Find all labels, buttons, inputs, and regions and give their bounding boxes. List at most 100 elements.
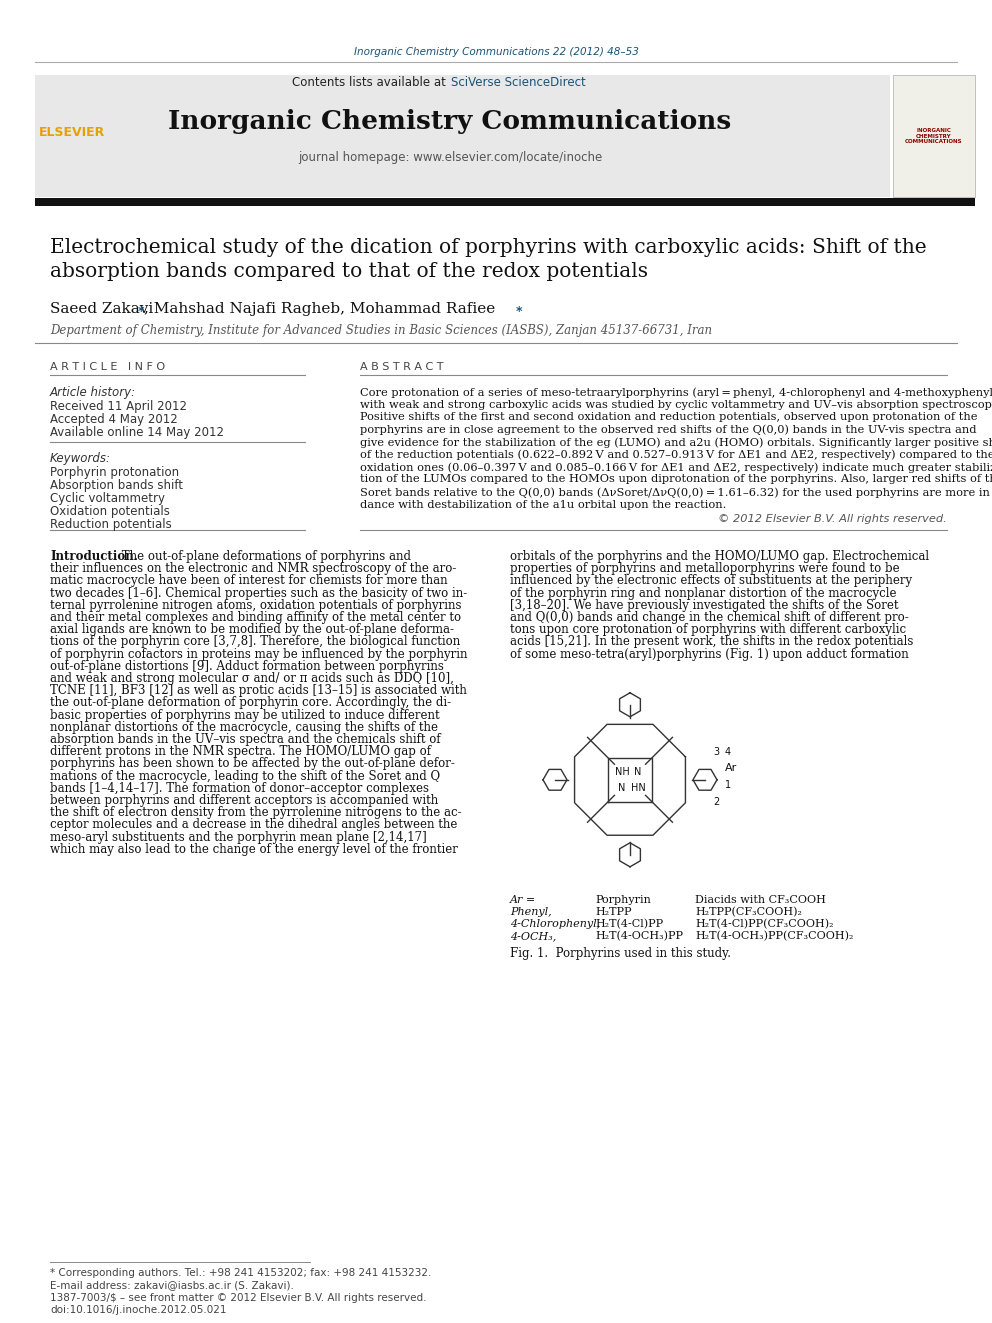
Text: the out-of-plane deformation of porphyrin core. Accordingly, the di-: the out-of-plane deformation of porphyri… (50, 696, 451, 709)
Text: porphyrins are in close agreement to the observed red shifts of the Q(0,0) bands: porphyrins are in close agreement to the… (360, 425, 976, 435)
Text: *: * (516, 306, 523, 318)
Text: ternal pyrrolenine nitrogen atoms, oxidation potentials of porphyrins: ternal pyrrolenine nitrogen atoms, oxida… (50, 599, 461, 611)
Text: Porphyrin: Porphyrin (595, 894, 651, 905)
Text: Received 11 April 2012: Received 11 April 2012 (50, 400, 187, 413)
Text: nonplanar distortions of the macrocycle, causing the shifts of the: nonplanar distortions of the macrocycle,… (50, 721, 438, 734)
Text: Available online 14 May 2012: Available online 14 May 2012 (50, 426, 224, 439)
Text: Reduction potentials: Reduction potentials (50, 519, 172, 531)
Text: Ar =: Ar = (510, 894, 537, 905)
Text: N: N (634, 767, 642, 777)
Text: tons upon core protonation of porphyrins with different carboxylic: tons upon core protonation of porphyrins… (510, 623, 906, 636)
Text: porphyrins has been shown to be affected by the out-of-plane defor-: porphyrins has been shown to be affected… (50, 757, 455, 770)
Text: Oxidation potentials: Oxidation potentials (50, 505, 170, 519)
Text: matic macrocycle have been of interest for chemists for more than: matic macrocycle have been of interest f… (50, 574, 447, 587)
Text: ELSEVIER: ELSEVIER (39, 127, 105, 139)
Text: ceptor molecules and a decrease in the dihedral angles between the: ceptor molecules and a decrease in the d… (50, 819, 457, 831)
Text: give evidence for the stabilization of the eg (LUMO) and a2u (HOMO) orbitals. Si: give evidence for the stabilization of t… (360, 437, 992, 447)
Text: meso-aryl substituents and the porphyrin mean plane [2,14,17]: meso-aryl substituents and the porphyrin… (50, 831, 427, 844)
Text: Department of Chemistry, Institute for Advanced Studies in Basic Sciences (IASBS: Department of Chemistry, Institute for A… (50, 324, 712, 337)
Text: out-of-plane distortions [9]. Adduct formation between porphyrins: out-of-plane distortions [9]. Adduct for… (50, 660, 443, 673)
Text: Fig. 1.  Porphyrins used in this study.: Fig. 1. Porphyrins used in this study. (510, 947, 731, 959)
Text: 4-Chlorophenyl,: 4-Chlorophenyl, (510, 918, 600, 929)
Text: the shift of electron density from the pyrrolenine nitrogens to the ac-: the shift of electron density from the p… (50, 806, 461, 819)
Text: H₂TPP: H₂TPP (595, 906, 632, 917)
Text: , Mahshad Najafi Ragheb, Mohammad Rafiee: , Mahshad Najafi Ragheb, Mohammad Rafiee (144, 302, 500, 316)
Text: journal homepage: www.elsevier.com/locate/inoche: journal homepage: www.elsevier.com/locat… (298, 152, 602, 164)
Text: which may also lead to the change of the energy level of the frontier: which may also lead to the change of the… (50, 843, 458, 856)
Text: H₂T(4-Cl)PP(CF₃COOH)₂: H₂T(4-Cl)PP(CF₃COOH)₂ (695, 918, 833, 929)
Text: of some meso-tetra(aryl)porphyrins (Fig. 1) upon adduct formation: of some meso-tetra(aryl)porphyrins (Fig.… (510, 647, 909, 660)
Text: * Corresponding authors. Tel.: +98 241 4153202; fax: +98 241 4153232.: * Corresponding authors. Tel.: +98 241 4… (50, 1267, 432, 1278)
Text: and Q(0,0) bands and change in the chemical shift of different pro-: and Q(0,0) bands and change in the chemi… (510, 611, 909, 624)
Text: INORGANIC
CHEMISTRY
COMMUNICATIONS: INORGANIC CHEMISTRY COMMUNICATIONS (905, 128, 963, 144)
Text: 1387-7003/$ – see front matter © 2012 Elsevier B.V. All rights reserved.: 1387-7003/$ – see front matter © 2012 El… (50, 1293, 427, 1303)
Text: axial ligands are known to be modified by the out-of-plane deforma-: axial ligands are known to be modified b… (50, 623, 454, 636)
Text: Keywords:: Keywords: (50, 452, 111, 464)
Text: *: * (138, 306, 145, 318)
Text: Electrochemical study of the dication of porphyrins with carboxylic acids: Shift: Electrochemical study of the dication of… (50, 238, 927, 257)
Text: Absorption bands shift: Absorption bands shift (50, 479, 183, 492)
Text: of the porphyrin ring and nonplanar distortion of the macrocycle: of the porphyrin ring and nonplanar dist… (510, 586, 897, 599)
Text: of porphyrin cofactors in proteins may be influenced by the porphyrin: of porphyrin cofactors in proteins may b… (50, 647, 467, 660)
Text: absorption bands in the UV–vis spectra and the chemicals shift of: absorption bands in the UV–vis spectra a… (50, 733, 440, 746)
Text: 4: 4 (725, 746, 731, 757)
Text: tion of the LUMOs compared to the HOMOs upon diprotonation of the porphyrins. Al: tion of the LUMOs compared to the HOMOs … (360, 475, 992, 484)
Text: Phenyl,: Phenyl, (510, 906, 552, 917)
Text: H₂TPP(CF₃COOH)₂: H₂TPP(CF₃COOH)₂ (695, 906, 802, 917)
Text: TCNE [11], BF3 [12] as well as protic acids [13–15] is associated with: TCNE [11], BF3 [12] as well as protic ac… (50, 684, 467, 697)
Text: E-mail address: zakavi@iasbs.ac.ir (S. Zakavi).: E-mail address: zakavi@iasbs.ac.ir (S. Z… (50, 1279, 294, 1290)
Text: Article history:: Article history: (50, 386, 136, 400)
Text: H₂T(4-OCH₃)PP: H₂T(4-OCH₃)PP (595, 931, 683, 941)
Text: 4-OCH₃,: 4-OCH₃, (510, 931, 557, 941)
Text: A B S T R A C T: A B S T R A C T (360, 363, 443, 372)
Text: Inorganic Chemistry Communications 22 (2012) 48–53: Inorganic Chemistry Communications 22 (2… (353, 48, 639, 57)
Text: H₂T(4-OCH₃)PP(CF₃COOH)₂: H₂T(4-OCH₃)PP(CF₃COOH)₂ (695, 931, 853, 941)
Text: Positive shifts of the first and second oxidation and reduction potentials, obse: Positive shifts of the first and second … (360, 411, 977, 422)
Text: HN: HN (631, 783, 646, 792)
Text: mations of the macrocycle, leading to the shift of the Soret and Q: mations of the macrocycle, leading to th… (50, 770, 440, 783)
Text: NH: NH (615, 767, 629, 777)
Text: Diacids with CF₃COOH: Diacids with CF₃COOH (695, 894, 826, 905)
Text: and their metal complexes and binding affinity of the metal center to: and their metal complexes and binding af… (50, 611, 461, 624)
Text: of the reduction potentials (0.622–0.892 V and 0.527–0.913 V for ΔE1 and ΔE2, re: of the reduction potentials (0.622–0.892… (360, 450, 992, 460)
Text: influenced by the electronic effects of substituents at the periphery: influenced by the electronic effects of … (510, 574, 912, 587)
Text: different protons in the NMR spectra. The HOMO/LUMO gap of: different protons in the NMR spectra. Th… (50, 745, 431, 758)
Text: oxidation ones (0.06–0.397 V and 0.085–0.166 V for ΔE1 and ΔE2, respectively) in: oxidation ones (0.06–0.397 V and 0.085–0… (360, 462, 992, 472)
Text: Saeed Zakavi: Saeed Zakavi (50, 302, 158, 316)
Text: acids [15,21]. In the present work, the shifts in the redox potentials: acids [15,21]. In the present work, the … (510, 635, 914, 648)
Text: with weak and strong carboxylic acids was studied by cyclic voltammetry and UV–v: with weak and strong carboxylic acids wa… (360, 400, 992, 410)
Text: properties of porphyrins and metalloporphyrins were found to be: properties of porphyrins and metalloporp… (510, 562, 900, 576)
Text: tions of the porphyrin core [3,7,8]. Therefore, the biological function: tions of the porphyrin core [3,7,8]. The… (50, 635, 460, 648)
Text: Cyclic voltammetry: Cyclic voltammetry (50, 492, 165, 505)
Text: 3: 3 (713, 746, 719, 757)
Text: 2: 2 (713, 796, 719, 807)
Text: orbitals of the porphyrins and the HOMO/LUMO gap. Electrochemical: orbitals of the porphyrins and the HOMO/… (510, 550, 930, 564)
Text: The out-of-plane deformations of porphyrins and: The out-of-plane deformations of porphyr… (118, 550, 411, 564)
Bar (35, 75, 890, 197)
Text: Porphyrin protonation: Porphyrin protonation (50, 466, 180, 479)
Text: doi:10.1016/j.inoche.2012.05.021: doi:10.1016/j.inoche.2012.05.021 (50, 1304, 226, 1315)
Text: bands [1–4,14–17]. The formation of donor–acceptor complexes: bands [1–4,14–17]. The formation of dono… (50, 782, 429, 795)
Text: dance with destabilization of the a1u orbital upon the reaction.: dance with destabilization of the a1u or… (360, 500, 726, 509)
Text: Ar: Ar (725, 763, 737, 773)
Text: A R T I C L E   I N F O: A R T I C L E I N F O (50, 363, 165, 372)
Text: and weak and strong molecular σ and/ or π acids such as DDQ [10],: and weak and strong molecular σ and/ or … (50, 672, 454, 685)
Text: basic properties of porphyrins may be utilized to induce different: basic properties of porphyrins may be ut… (50, 709, 439, 721)
Text: © 2012 Elsevier B.V. All rights reserved.: © 2012 Elsevier B.V. All rights reserved… (718, 515, 947, 524)
Text: between porphyrins and different acceptors is accompanied with: between porphyrins and different accepto… (50, 794, 438, 807)
Text: N: N (618, 783, 626, 792)
Text: Introduction.: Introduction. (50, 550, 138, 564)
Text: Contents lists available at: Contents lists available at (293, 75, 450, 89)
Text: their influences on the electronic and NMR spectroscopy of the aro-: their influences on the electronic and N… (50, 562, 456, 576)
Text: SciVerse ScienceDirect: SciVerse ScienceDirect (451, 75, 585, 89)
Bar (893, 75, 975, 197)
Text: two decades [1–6]. Chemical properties such as the basicity of two in-: two decades [1–6]. Chemical properties s… (50, 586, 467, 599)
Text: absorption bands compared to that of the redox potentials: absorption bands compared to that of the… (50, 262, 648, 280)
Text: 1: 1 (725, 779, 731, 790)
Text: [3,18–20]. We have previously investigated the shifts of the Soret: [3,18–20]. We have previously investigat… (510, 599, 899, 611)
Bar (35, 198, 975, 206)
Text: Core protonation of a series of meso-tetraarylporphyrins (aryl = phenyl, 4-chlor: Core protonation of a series of meso-tet… (360, 388, 992, 398)
Text: H₂T(4-Cl)PP: H₂T(4-Cl)PP (595, 918, 663, 929)
Text: Inorganic Chemistry Communications: Inorganic Chemistry Communications (169, 110, 732, 135)
Text: Soret bands relative to the Q(0,0) bands (ΔνSoret/ΔνQ(0,0) = 1.61–6.32) for the : Soret bands relative to the Q(0,0) bands… (360, 487, 992, 497)
